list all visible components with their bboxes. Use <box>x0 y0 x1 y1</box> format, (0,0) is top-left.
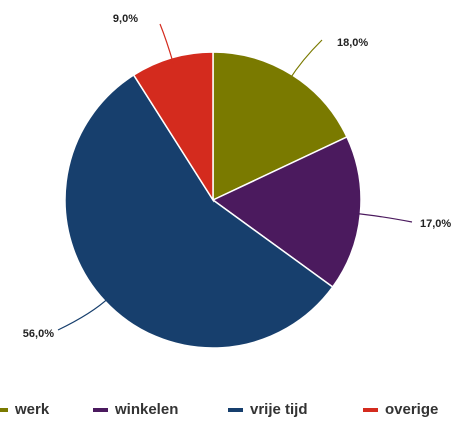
leader-line <box>288 39 323 81</box>
leader-line <box>159 23 174 64</box>
value-label: 56,0% <box>23 328 54 340</box>
legend-swatch <box>363 408 378 412</box>
legend-label: overige <box>385 401 438 418</box>
legend-swatch <box>0 408 8 412</box>
leader-line <box>57 296 110 331</box>
value-label: 9,0% <box>113 13 138 25</box>
legend-label: vrije tijd <box>250 401 308 418</box>
legend-label: winkelen <box>114 401 178 418</box>
legend-label: werk <box>14 401 50 418</box>
legend-swatch <box>228 408 243 412</box>
legend-swatch <box>93 408 108 412</box>
value-label: 18,0% <box>337 37 368 49</box>
leader-line <box>354 212 413 223</box>
value-label: 17,0% <box>420 218 451 230</box>
